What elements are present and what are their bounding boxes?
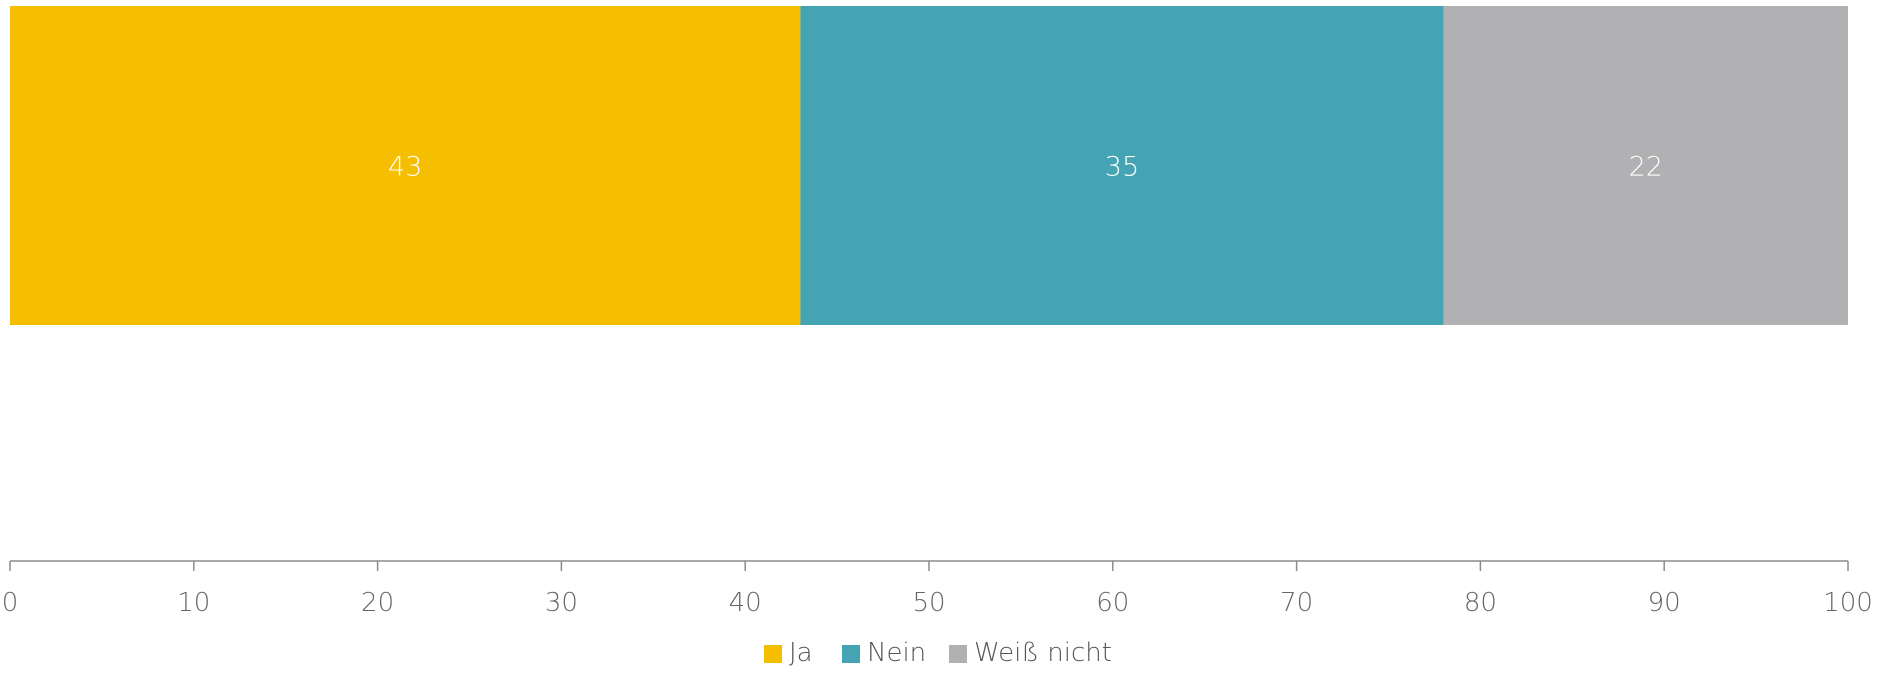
bar-segment [1443,6,1848,325]
x-tick-label: 60 [1096,588,1129,618]
bar-segment [800,6,1444,325]
x-tick-label: 0 [2,588,19,618]
x-axis: 0 10 20 30 40 50 60 70 80 90 100 [2,560,1873,618]
x-tick-label: 100 [1823,588,1873,618]
x-tick-label: 40 [729,588,762,618]
x-tick-label: 90 [1648,588,1681,618]
x-tick-label: 10 [177,588,210,618]
x-tick-label: 30 [545,588,578,618]
data-label: 22 [1629,152,1663,183]
bar-segment [10,6,801,325]
legend-label: Weiß nicht [974,638,1112,668]
x-tick-label: 20 [361,588,394,618]
legend: Ja Nein Weiß nicht [764,638,1112,668]
legend-item: Weiß nicht [949,638,1112,668]
x-tick-label: 70 [1280,588,1313,618]
legend-item: Ja [764,638,813,668]
legend-swatch [842,645,860,663]
bars-layer [10,6,1848,325]
x-tick-label: 50 [912,588,945,618]
legend-item: Nein [842,638,926,668]
legend-swatch [949,645,967,663]
data-label: 43 [388,152,422,183]
data-labels-layer: 43 35 22 [388,152,1663,183]
x-tick-label: 80 [1464,588,1497,618]
legend-label: Nein [867,638,926,668]
data-label: 35 [1105,152,1139,183]
legend-label: Ja [789,638,813,668]
legend-swatch [764,645,782,663]
